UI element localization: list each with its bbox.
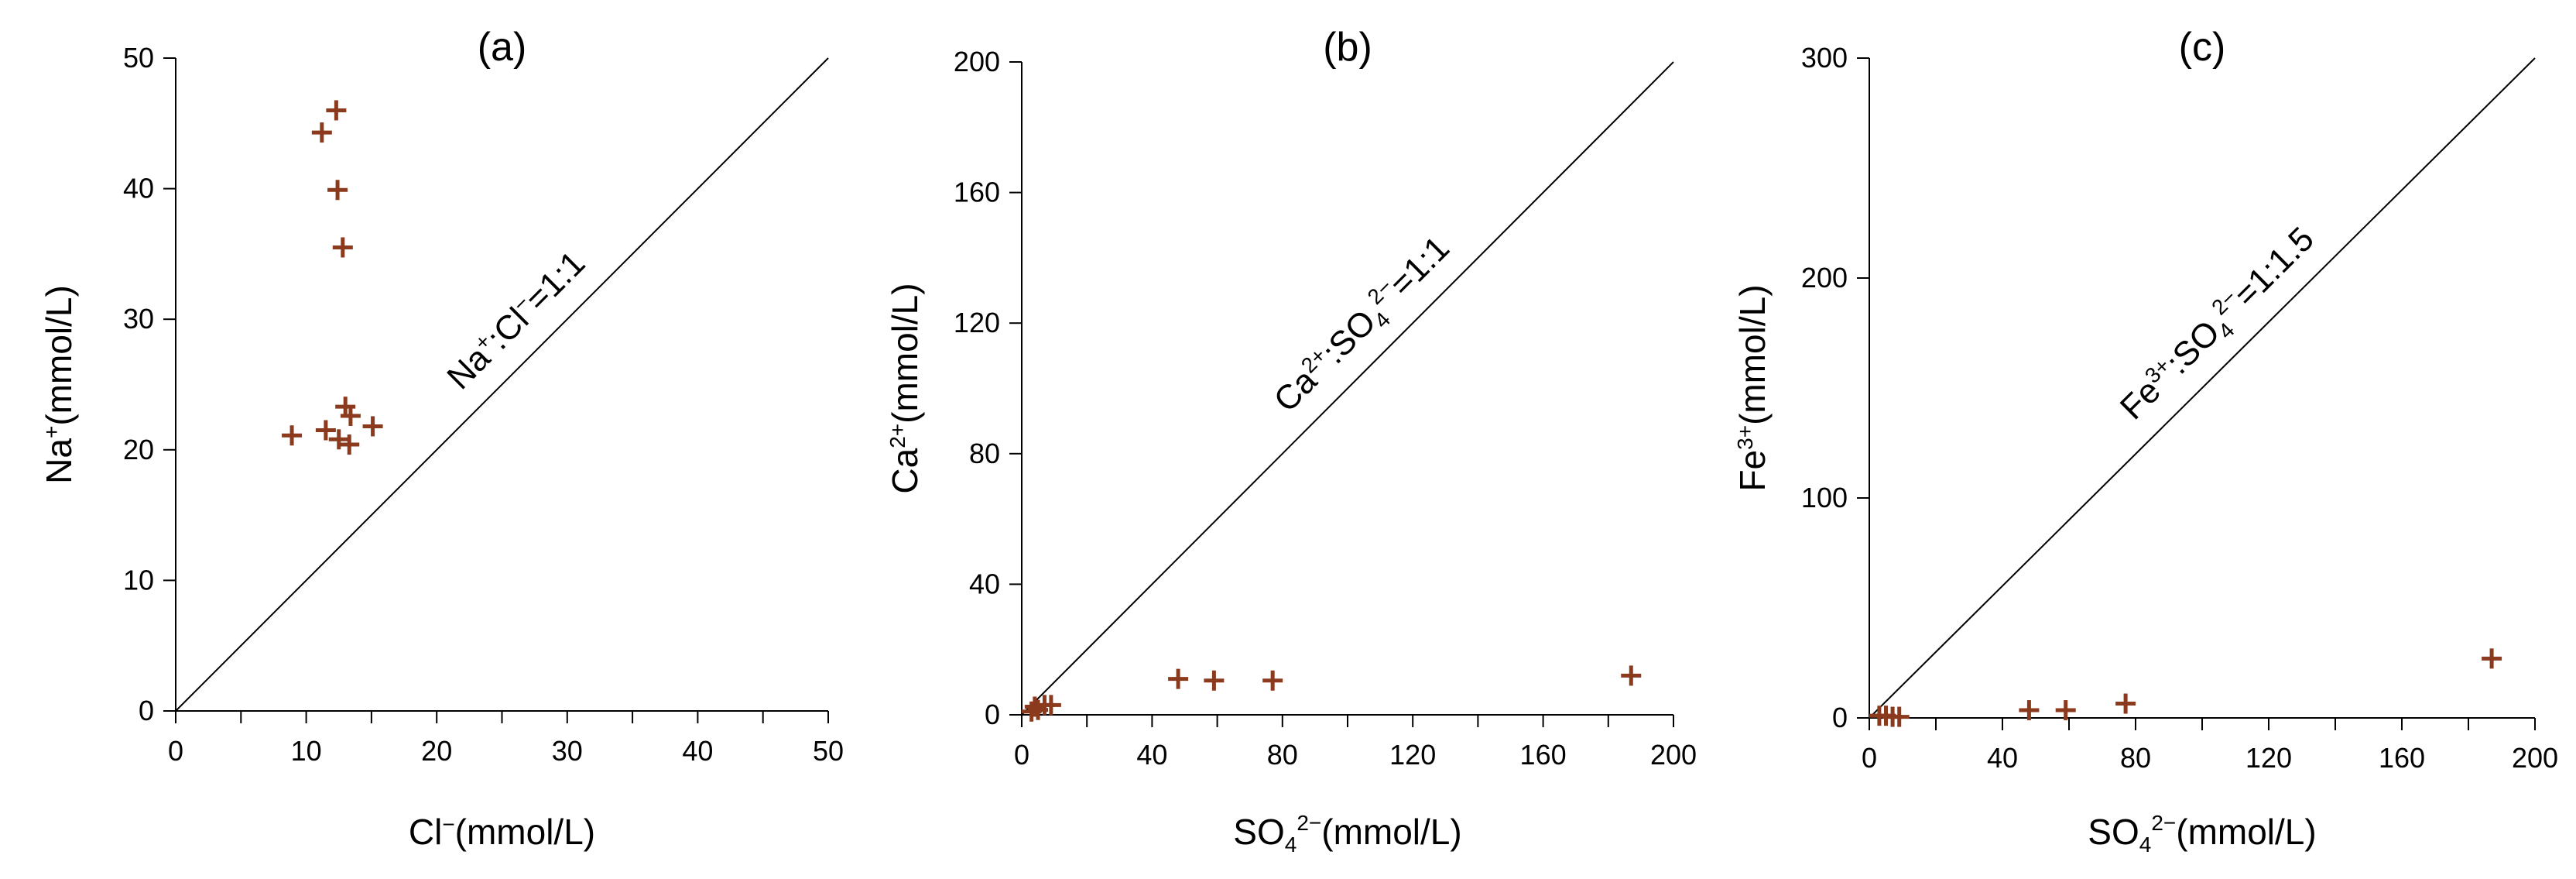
y-tick-label: 160 xyxy=(954,177,1000,208)
ratio-label: Ca2+:SO42−=1:1 xyxy=(1265,227,1461,423)
x-axis-title: Cl−(mmol/L) xyxy=(409,812,595,852)
panel-title: (b) xyxy=(1323,25,1372,70)
data-point xyxy=(282,425,303,446)
reference-line xyxy=(1021,61,1674,716)
y-title-units: (mmol/L) xyxy=(885,283,925,423)
x-tick-label: 0 xyxy=(1014,739,1029,771)
y-tick-label: 120 xyxy=(954,307,1000,338)
data-point xyxy=(1621,665,1642,686)
data-point xyxy=(315,420,336,441)
y-tick-label: 300 xyxy=(1801,42,1848,74)
x-tick-label: 0 xyxy=(168,735,183,767)
y-axis-title: Fe3+(mmol/L) xyxy=(1732,284,1773,491)
y-tick-label: 50 xyxy=(123,42,154,74)
y-tick-label: 200 xyxy=(954,46,1000,77)
x-tick-label: 30 xyxy=(552,735,583,767)
panel-a: 0 10 20 30 40 5001020304050Na+:Cl−=1:1(a)Cl−(… xyxy=(39,25,844,852)
y-tick-label: 200 xyxy=(1801,262,1848,294)
y-tick-label: 20 xyxy=(123,434,154,465)
ratio-label: Fe3+:SO42−=1:1.5 xyxy=(2111,218,2324,430)
ratio-label: Na+:Cl−=1:1 xyxy=(439,243,592,397)
data-point xyxy=(2019,700,2040,721)
reference-line xyxy=(175,57,829,712)
label-ratio: =1:1.5 xyxy=(2227,220,2321,314)
y-axis-title: Na+(mmol/L) xyxy=(39,285,79,484)
data-point xyxy=(1889,706,1910,727)
data-point xyxy=(1204,670,1225,691)
x-tick-label: 160 xyxy=(2379,742,2425,774)
y-title-units: (mmol/L) xyxy=(39,285,79,425)
x-tick-label: 200 xyxy=(2512,742,2558,774)
x-tick-label: 0 xyxy=(1862,742,1877,774)
x-tick-label: 120 xyxy=(2245,742,2292,774)
x-tick-label: 120 xyxy=(1389,739,1436,771)
x-tick-label: 40 xyxy=(1987,742,2018,774)
data-point xyxy=(340,405,361,426)
x-title-units: (mmol/L) xyxy=(2176,812,2316,852)
panel-c: 0 40 80 120 160 200 0 100 200 300 Fe3+:SO42−=1:1.5… xyxy=(1732,25,2558,857)
x-title-sup: − xyxy=(442,812,454,836)
y-tick-label: 100 xyxy=(1801,482,1848,513)
data-point xyxy=(2055,700,2076,721)
x-title-sub: 4 xyxy=(2139,833,2152,857)
x-tick-label: 80 xyxy=(1267,739,1298,771)
x-title-units: (mmol/L) xyxy=(455,812,595,852)
y-axis-title: Ca2+(mmol/L) xyxy=(885,283,925,493)
data-point xyxy=(1040,695,1061,716)
x-tick-label: 40 xyxy=(1136,739,1167,771)
x-axis-title: SO42−(mmol/L) xyxy=(2088,811,2316,857)
x-title-units: (mmol/L) xyxy=(1321,812,1461,852)
x-tick-label: 50 xyxy=(813,735,844,767)
y-tick-label: 0 xyxy=(1832,702,1848,733)
x-title-sup: 2− xyxy=(1297,811,1321,835)
panel-title: (c) xyxy=(2179,25,2226,70)
x-tick-label: 200 xyxy=(1650,739,1697,771)
x-title-main: Cl xyxy=(409,812,442,852)
y-title-sup: 3+ xyxy=(1733,425,1757,450)
y-tick-label: 10 xyxy=(123,564,154,596)
x-axis-title: SO42−(mmol/L) xyxy=(1233,811,1461,857)
data-point xyxy=(1168,668,1189,689)
y-tick-label: 0 xyxy=(139,695,154,726)
y-tick-label: 30 xyxy=(123,303,154,335)
y-tick-label: 40 xyxy=(123,173,154,204)
data-point xyxy=(2115,693,2136,714)
y-title-main: Na xyxy=(39,438,79,484)
data-point xyxy=(2482,648,2502,669)
x-tick-label: 40 xyxy=(682,735,713,767)
y-title-main: Ca xyxy=(885,448,925,493)
y-title-sup: + xyxy=(39,426,63,438)
y-tick-label: 0 xyxy=(985,699,1000,730)
panel-b: 0 40 80 120 160 200 0 40 80 120 160 200 Ca2+:SO42−=1… xyxy=(885,25,1697,857)
x-title-main: SO xyxy=(1233,812,1284,852)
y-title-main: Fe xyxy=(1732,450,1773,492)
data-point xyxy=(1262,670,1283,691)
data-point xyxy=(339,434,360,455)
data-point xyxy=(327,180,348,201)
x-title-sub: 4 xyxy=(1285,833,1297,857)
y-tick-label: 80 xyxy=(969,438,1000,469)
panel-title: (a) xyxy=(478,25,527,70)
data-point xyxy=(326,100,347,121)
data-point xyxy=(332,237,353,258)
x-tick-label: 20 xyxy=(421,735,452,767)
reference-line xyxy=(1869,57,2536,719)
data-point xyxy=(362,416,383,437)
y-tick-label: 40 xyxy=(969,568,1000,599)
x-tick-label: 10 xyxy=(291,735,322,767)
data-point xyxy=(311,122,332,143)
y-title-sup: 2+ xyxy=(886,424,909,448)
x-title-sup: 2− xyxy=(2151,811,2176,835)
x-title-main: SO xyxy=(2088,812,2139,852)
x-tick-label: 80 xyxy=(2120,742,2151,774)
y-title-units: (mmol/L) xyxy=(1732,284,1773,424)
x-tick-label: 160 xyxy=(1520,739,1567,771)
data-point xyxy=(328,429,349,450)
